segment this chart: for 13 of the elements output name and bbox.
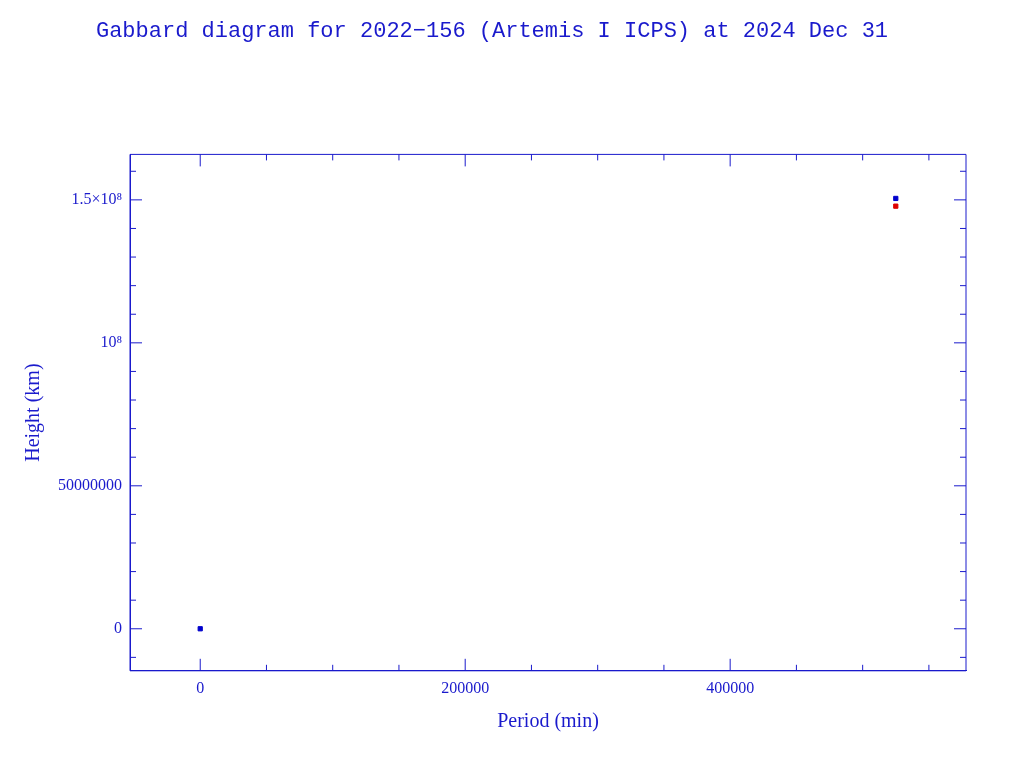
x-tick-label: 400000 — [706, 678, 755, 696]
x-axis-title: Period (min) — [497, 709, 599, 733]
chart-title: Gabbard diagram for 2022−156 (Artemis I ICPS) at 2024 Dec 31 — [95, 19, 889, 45]
y-tick-label: 10⁸ — [100, 333, 122, 351]
x-tick-label: 200000 — [441, 678, 490, 696]
y-axis-title: Height (km) — [21, 363, 45, 462]
y-tick-label: 1.5×10⁸ — [71, 190, 122, 208]
y-tick-label: 0 — [114, 618, 122, 636]
point — [893, 203, 899, 209]
point — [197, 626, 203, 632]
x-tick-label: 0 — [196, 678, 205, 696]
point — [893, 195, 899, 202]
y-tick-label: 50000000 — [58, 476, 122, 493]
